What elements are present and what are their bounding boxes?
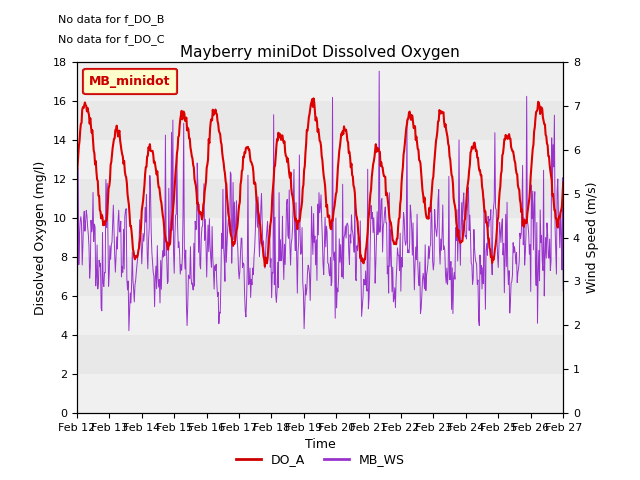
Legend: DO_A, MB_WS: DO_A, MB_WS bbox=[230, 448, 410, 471]
X-axis label: Time: Time bbox=[305, 438, 335, 451]
Y-axis label: Wind Speed (m/s): Wind Speed (m/s) bbox=[586, 182, 598, 293]
Bar bbox=[77, 257, 563, 296]
Bar bbox=[77, 101, 563, 140]
Text: No data for f_DO_B: No data for f_DO_B bbox=[58, 14, 164, 25]
Title: Mayberry miniDot Dissolved Oxygen: Mayberry miniDot Dissolved Oxygen bbox=[180, 45, 460, 60]
Y-axis label: Dissolved Oxygen (mg/l): Dissolved Oxygen (mg/l) bbox=[35, 160, 47, 315]
Text: No data for f_DO_C: No data for f_DO_C bbox=[58, 34, 164, 45]
Bar bbox=[77, 335, 563, 374]
Legend: MB_minidot: MB_minidot bbox=[83, 69, 177, 94]
Bar bbox=[77, 179, 563, 218]
